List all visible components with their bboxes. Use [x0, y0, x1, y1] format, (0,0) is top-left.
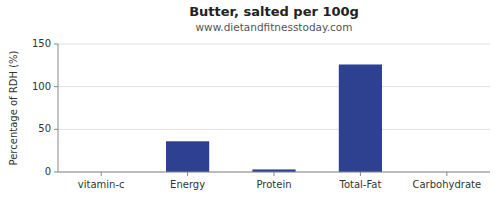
x-tick: [360, 172, 361, 176]
y-axis-label: Percentage of RDH (%): [8, 50, 19, 165]
bar: [166, 141, 209, 172]
y-tick: [54, 44, 58, 45]
y-axis-line: [58, 44, 59, 172]
y-tick-label: 0: [45, 166, 51, 177]
grid-line: [58, 44, 490, 45]
x-tick-label: Protein: [256, 179, 291, 190]
y-tick: [54, 172, 58, 173]
x-tick: [446, 172, 447, 176]
x-tick-label: Energy: [170, 179, 205, 190]
bar: [339, 64, 382, 172]
grid-line: [58, 86, 490, 87]
y-tick-label: 150: [32, 38, 51, 49]
title: Butter, salted per 100g: [189, 4, 359, 19]
y-tick-label: 50: [38, 123, 51, 134]
y-tick: [54, 86, 58, 87]
bars: [166, 64, 382, 172]
x-tick: [274, 172, 275, 176]
x-tick-label: vitamin-c: [78, 179, 125, 190]
chart-container: Butter, salted per 100g www.dietandfitnes…: [0, 0, 500, 200]
y-tick: [54, 129, 58, 130]
x-axis: vitamin-c Energy Protein Total-Fat Carbohydr…: [78, 172, 481, 190]
x-tick: [101, 172, 102, 176]
subtitle: www.dietandfitnesstoday.com: [196, 21, 353, 33]
x-tick-label: Carbohydrate: [412, 179, 481, 190]
y-axis: 0 50 100 150: [32, 38, 490, 177]
x-tick-label: Total-Fat: [338, 179, 381, 190]
chart: Butter, salted per 100g www.dietandfitnes…: [0, 0, 500, 200]
y-tick-label: 100: [32, 81, 51, 92]
x-tick: [187, 172, 188, 176]
grid-line: [58, 129, 490, 130]
